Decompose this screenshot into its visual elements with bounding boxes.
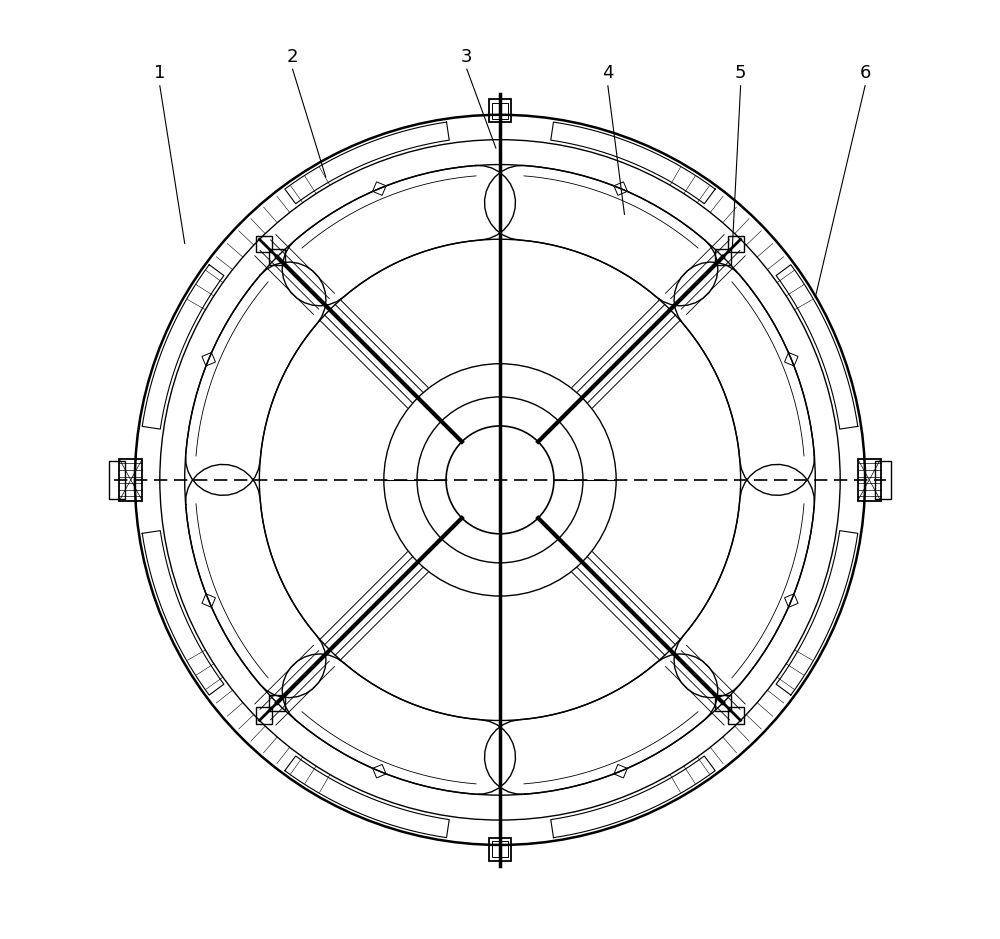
Text: 3: 3 [461,48,473,66]
Bar [119,459,142,500]
Text: 5: 5 [735,64,746,83]
Bar [858,459,881,500]
Bar [875,461,891,499]
Text: 4: 4 [602,64,614,83]
Text: 6: 6 [859,64,871,83]
Text: 1: 1 [154,64,165,83]
Bar [492,841,508,857]
Bar [492,102,508,118]
Bar [109,461,125,499]
Bar [489,100,511,122]
Bar [489,838,511,860]
Text: 2: 2 [287,48,298,66]
